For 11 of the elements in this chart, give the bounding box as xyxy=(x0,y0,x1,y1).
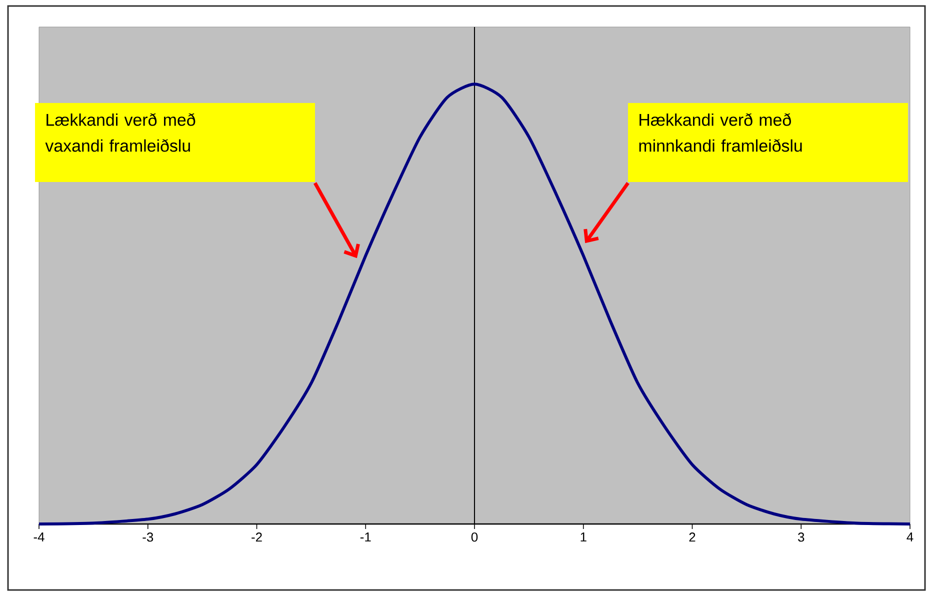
x-tick-label: 1 xyxy=(580,532,586,542)
x-tick-label: 0 xyxy=(471,532,478,542)
x-tick-label: 4 xyxy=(906,532,914,542)
x-tick-label: 2 xyxy=(689,532,696,542)
x-tick-label: -4 xyxy=(34,532,44,542)
annotation: Lækkandi verð með vaxandi framleiðslu xyxy=(45,113,196,152)
x-tick-label: 3 xyxy=(798,532,804,542)
x-tick-label: -2 xyxy=(252,532,262,542)
x-tick-label: -1 xyxy=(360,532,371,542)
annotation: Hækkandi verð með minnkandi framleiðslu xyxy=(639,113,802,152)
x-tick-label: -3 xyxy=(142,532,154,542)
